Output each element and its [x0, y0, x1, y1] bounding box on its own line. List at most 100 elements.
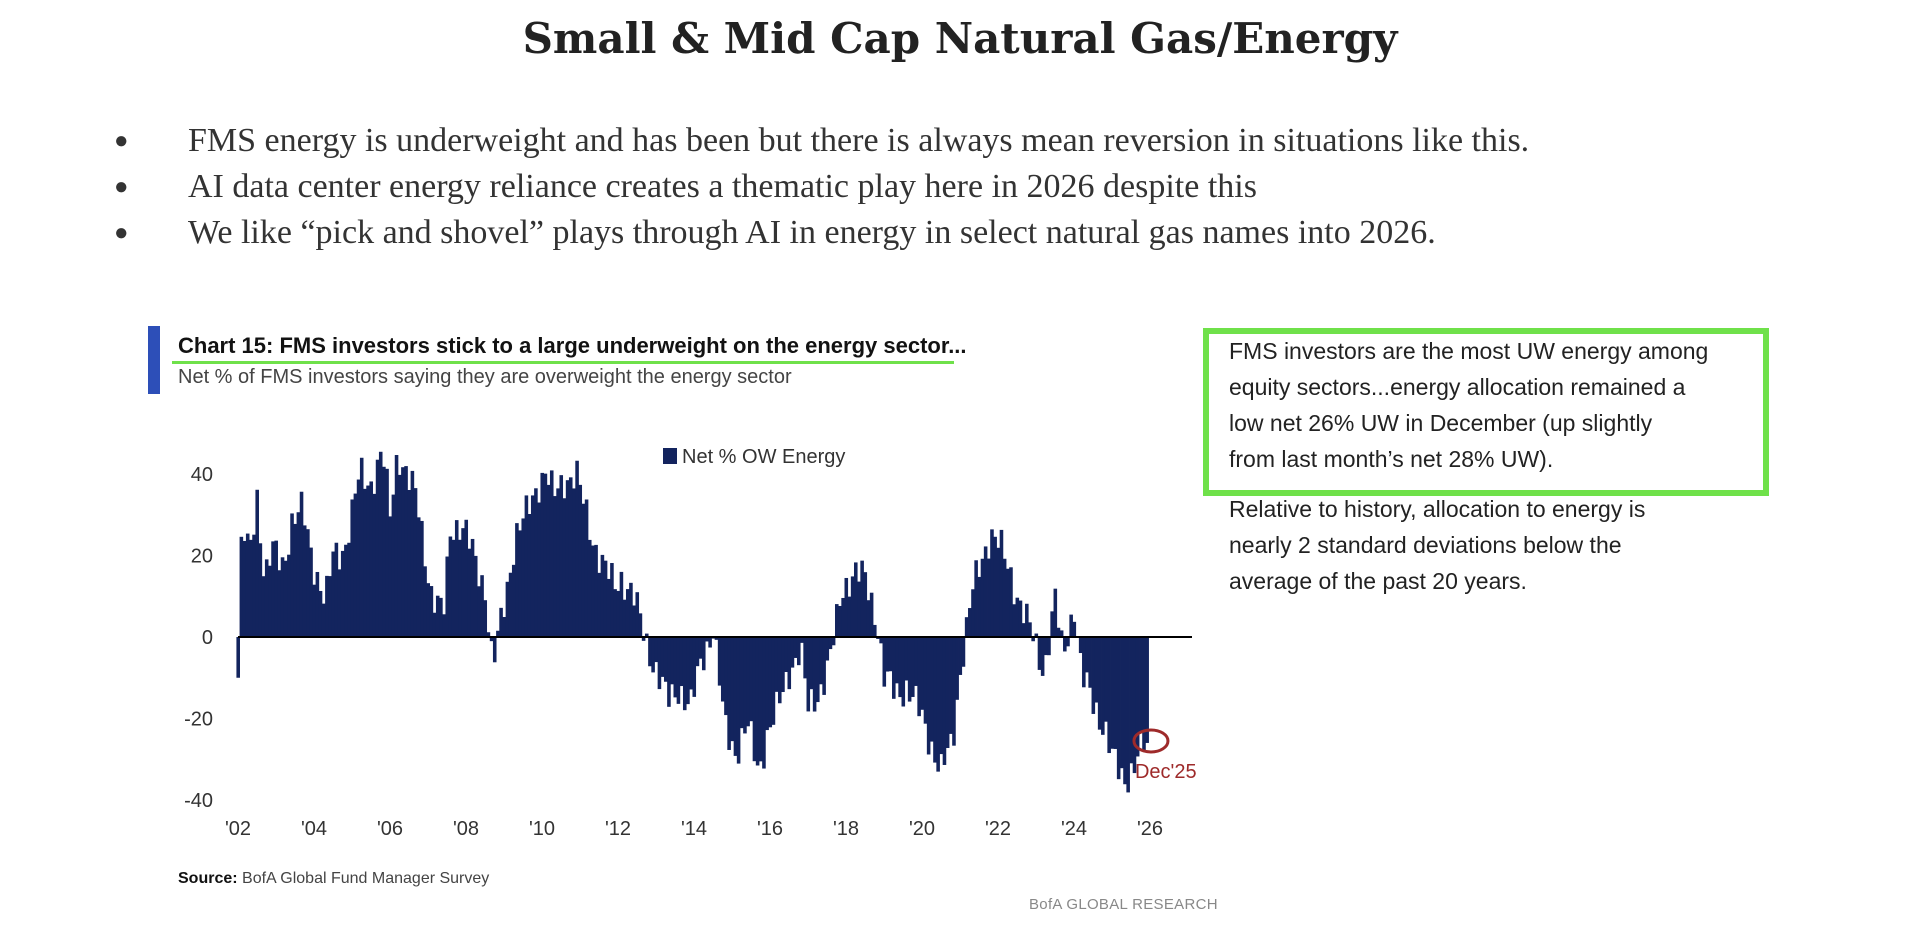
- bar: [911, 637, 915, 697]
- bar: [597, 572, 602, 637]
- bar: [524, 495, 529, 637]
- source-label: Source:: [178, 870, 238, 887]
- bar: [835, 604, 839, 637]
- bar: [1009, 567, 1013, 637]
- bar: [568, 477, 573, 637]
- bar: [980, 558, 985, 637]
- bar: [321, 603, 326, 637]
- bar: [1132, 637, 1137, 774]
- bar: [584, 499, 589, 637]
- bar: [977, 576, 982, 637]
- bar: [461, 528, 465, 637]
- bar: [644, 633, 649, 637]
- bar: [673, 637, 678, 698]
- bar: [993, 536, 997, 637]
- bar: [394, 455, 399, 637]
- bar: [816, 637, 820, 703]
- bar: [1082, 637, 1086, 688]
- bar: [603, 560, 608, 637]
- bar: [325, 575, 329, 637]
- bar: [809, 637, 814, 690]
- bar: [499, 607, 503, 637]
- bar: [752, 637, 757, 762]
- legend: Net % OW Energy: [663, 446, 845, 468]
- bar: [600, 554, 605, 637]
- x-tick-label: '22: [985, 818, 1011, 840]
- bar: [901, 637, 906, 707]
- bar: [974, 560, 978, 637]
- bar: [1063, 637, 1067, 652]
- bar: [309, 547, 313, 637]
- bar: [743, 637, 747, 734]
- bar: [714, 637, 719, 640]
- bar: [1104, 637, 1108, 722]
- note-line: low net 26% UW in December (up slightly: [1229, 410, 1653, 436]
- bar: [793, 637, 798, 658]
- bar: [1012, 604, 1016, 637]
- bar: [1053, 588, 1058, 637]
- bar: [1047, 637, 1051, 656]
- bar: [480, 575, 484, 637]
- bar: [496, 630, 500, 637]
- legend-swatch: [663, 448, 677, 464]
- bar: [1015, 597, 1020, 637]
- bar: [657, 637, 662, 690]
- bar: [917, 637, 921, 717]
- bar: [765, 637, 769, 731]
- bar: [968, 608, 972, 637]
- bar: [575, 460, 579, 637]
- bar: [736, 637, 741, 764]
- dec25-callout-circle: [1132, 728, 1170, 754]
- bar: [350, 499, 354, 637]
- bar: [423, 566, 427, 637]
- bar: [508, 572, 513, 637]
- bar: [274, 540, 278, 637]
- bar: [534, 488, 538, 637]
- bar: [511, 564, 516, 637]
- bar: [904, 637, 909, 681]
- bar: [1129, 637, 1134, 764]
- bar: [1085, 637, 1089, 673]
- bar: [949, 637, 953, 734]
- bar: [638, 613, 643, 637]
- bar: [565, 480, 570, 637]
- bar: [920, 637, 925, 710]
- bar: [572, 488, 576, 637]
- bar: [926, 637, 931, 755]
- bar: [771, 637, 776, 725]
- chart-accent-bar: [148, 326, 160, 394]
- bar: [892, 637, 896, 699]
- bar: [825, 637, 830, 661]
- x-tick-label: '08: [453, 818, 479, 840]
- bar: [774, 637, 779, 692]
- bar: [1135, 637, 1140, 757]
- bar: [277, 570, 282, 637]
- bar: [990, 529, 994, 637]
- bar: [622, 599, 627, 637]
- y-tick-label: -40: [184, 790, 213, 812]
- bar: [692, 637, 697, 697]
- x-tick-label: '14: [681, 818, 707, 840]
- bar: [454, 520, 459, 637]
- bar: [473, 555, 478, 637]
- bar: [483, 600, 488, 637]
- bar: [676, 637, 681, 704]
- bar: [467, 548, 472, 637]
- bar: [318, 590, 323, 637]
- bar: [695, 637, 700, 667]
- bar: [410, 470, 415, 637]
- chart-title: Chart 15: FMS investors stick to a large…: [178, 333, 967, 358]
- bar: [854, 562, 858, 637]
- bar: [654, 637, 659, 663]
- bar: [432, 612, 437, 637]
- bar: [271, 541, 275, 637]
- note-line: Relative to history, allocation to energ…: [1229, 496, 1646, 522]
- x-tick-label: '10: [529, 818, 555, 840]
- bar: [1066, 637, 1070, 647]
- bar: [1139, 637, 1143, 732]
- bar: [477, 586, 481, 637]
- bar: [439, 597, 443, 637]
- bar: [521, 518, 526, 637]
- bar: [293, 523, 297, 637]
- bar: [530, 495, 535, 637]
